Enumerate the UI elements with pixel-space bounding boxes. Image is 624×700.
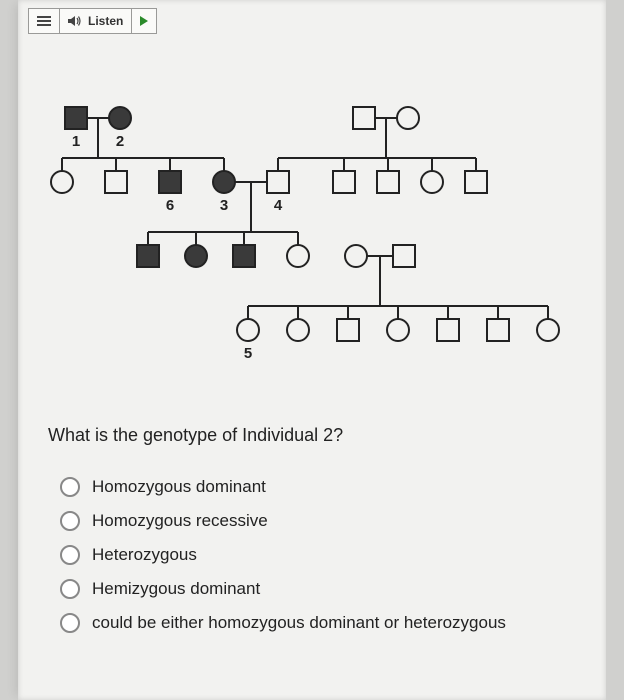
option-label: could be either homozygous dominant or h… (92, 613, 506, 633)
pedigree-node-g1m1 (65, 107, 87, 129)
pedigree-node-g3f2 (287, 245, 309, 267)
pedigree-node-g4f3 (387, 319, 409, 341)
pedigree-node-g4f1 (237, 319, 259, 341)
pedigree-label-4: 4 (274, 197, 283, 214)
pedigree-node-g2m2 (159, 171, 181, 193)
option-label: Homozygous recessive (92, 511, 268, 531)
pedigree-node-g4f4 (537, 319, 559, 341)
pedigree-node-g4m3 (487, 319, 509, 341)
speaker-icon (68, 15, 82, 27)
pedigree-node-g2m3 (267, 171, 289, 193)
radio-icon (60, 511, 80, 531)
answer-option-2[interactable]: Heterozygous (60, 538, 580, 572)
option-label: Hemizygous dominant (92, 579, 260, 599)
pedigree-node-g4m2 (437, 319, 459, 341)
menu-button[interactable] (29, 9, 60, 33)
pedigree-label-3: 3 (220, 197, 228, 214)
pedigree-node-g2f3 (421, 171, 443, 193)
pedigree-label-6: 6 (166, 197, 174, 214)
radio-icon (60, 477, 80, 497)
answer-options: Homozygous dominant Homozygous recessive H… (60, 470, 580, 640)
pedigree-label-1: 1 (72, 133, 80, 150)
pedigree-node-g4m1 (337, 319, 359, 341)
pedigree-node-g2m4 (333, 171, 355, 193)
pedigree-node-g2f2 (213, 171, 235, 193)
answer-option-3[interactable]: Hemizygous dominant (60, 572, 580, 606)
pedigree-node-g4f2 (287, 319, 309, 341)
pedigree-node-g2m5 (377, 171, 399, 193)
answer-option-4[interactable]: could be either homozygous dominant or h… (60, 606, 580, 640)
hamburger-icon (37, 16, 51, 26)
pedigree-label-2: 2 (116, 133, 124, 150)
listen-button[interactable]: Listen (60, 9, 132, 33)
pedigree-node-g2m6 (465, 171, 487, 193)
answer-option-0[interactable]: Homozygous dominant (60, 470, 580, 504)
pedigree-node-g3m1 (137, 245, 159, 267)
pedigree-node-g3m2 (233, 245, 255, 267)
pedigree-node-g2m1 (105, 171, 127, 193)
pedigree-node-g3m3 (393, 245, 415, 267)
pedigree-node-g1f1 (109, 107, 131, 129)
pedigree-node-g1f2 (397, 107, 419, 129)
pedigree-label-5: 5 (244, 345, 252, 362)
radio-icon (60, 545, 80, 565)
pedigree-node-g3f3 (345, 245, 367, 267)
play-button[interactable] (132, 9, 156, 33)
pedigree-node-g2f1 (51, 171, 73, 193)
page-paper: Listen 1 2 6 3 4 5 What is the genotype of In… (18, 0, 606, 700)
option-label: Homozygous dominant (92, 477, 266, 497)
question-text: What is the genotype of Individual 2? (48, 425, 588, 446)
pedigree-node-g1m2 (353, 107, 375, 129)
pedigree-node-g3f1 (185, 245, 207, 267)
radio-icon (60, 579, 80, 599)
listen-label: Listen (88, 14, 123, 28)
option-label: Heterozygous (92, 545, 197, 565)
play-icon (140, 16, 148, 26)
audio-toolbar: Listen (28, 8, 157, 34)
pedigree-diagram: 1 2 6 3 4 5 (48, 100, 588, 390)
answer-option-1[interactable]: Homozygous recessive (60, 504, 580, 538)
radio-icon (60, 613, 80, 633)
